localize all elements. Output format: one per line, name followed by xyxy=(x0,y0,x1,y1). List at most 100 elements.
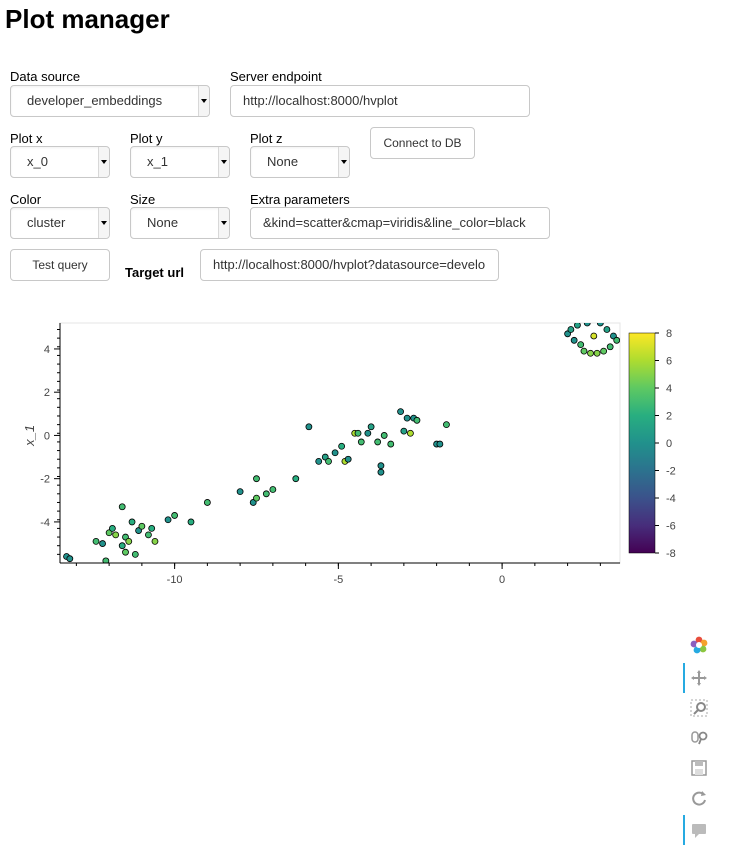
scatter-point[interactable] xyxy=(148,525,156,532)
colorbar-tick-label: 4 xyxy=(666,383,672,395)
scatter-point[interactable] xyxy=(577,341,585,349)
colorbar-tick-label: 8 xyxy=(666,328,672,340)
scatter-point[interactable] xyxy=(403,414,411,422)
reset-icon[interactable] xyxy=(689,788,709,808)
scatter-point[interactable] xyxy=(122,548,129,556)
colorbar-tick-label: -8 xyxy=(666,548,676,560)
scatter-point[interactable] xyxy=(596,320,604,327)
scatter-point[interactable] xyxy=(600,347,608,355)
scatter-point[interactable] xyxy=(613,336,620,344)
scatter-point[interactable] xyxy=(203,499,211,506)
colorbar-tick-label: 0 xyxy=(666,438,672,450)
scatter-point[interactable] xyxy=(587,349,594,357)
scatter-point[interactable] xyxy=(436,440,444,448)
scatter-point[interactable] xyxy=(305,423,313,431)
save-icon[interactable] xyxy=(689,758,709,778)
scatter-point[interactable] xyxy=(92,537,100,545)
plot-x-select[interactable]: x_0 xyxy=(10,146,110,178)
scatter-point[interactable] xyxy=(413,416,421,424)
scatter-point[interactable] xyxy=(236,488,244,496)
scatter-point[interactable] xyxy=(570,336,578,344)
scatter-point[interactable] xyxy=(187,518,195,526)
scatter-point[interactable] xyxy=(374,438,382,446)
scatter-point[interactable] xyxy=(574,322,581,329)
scatter-point[interactable] xyxy=(357,438,365,446)
scatter-point[interactable] xyxy=(583,320,591,327)
scatter-point[interactable] xyxy=(407,429,414,437)
scatter-point[interactable] xyxy=(151,537,159,545)
plot-y-value: x_1 xyxy=(147,154,168,169)
scatter-point[interactable] xyxy=(125,537,133,545)
scatter-point[interactable] xyxy=(171,512,179,519)
scatter-point[interactable] xyxy=(606,343,614,351)
plot-z-select[interactable]: None xyxy=(250,146,350,178)
y-tick-label: 0 xyxy=(44,430,50,442)
pan-active-indicator xyxy=(683,663,685,693)
size-select[interactable]: None xyxy=(130,207,230,239)
scatter-point[interactable] xyxy=(315,457,323,465)
scatter-point[interactable] xyxy=(118,503,126,511)
scatter-point[interactable] xyxy=(253,475,260,483)
scatter-point[interactable] xyxy=(344,455,352,463)
scatter-point[interactable] xyxy=(292,475,300,483)
server-endpoint-label: Server endpoint xyxy=(230,69,322,84)
scatter-point[interactable] xyxy=(269,486,277,493)
scatter-point[interactable] xyxy=(367,423,375,431)
scatter-point[interactable] xyxy=(145,531,152,539)
extra-parameters-input[interactable]: &kind=scatter&cmap=viridis&line_color=bl… xyxy=(250,207,550,239)
extra-parameters-label: Extra parameters xyxy=(250,192,350,207)
scatter-point[interactable] xyxy=(354,429,362,437)
hover-active-indicator xyxy=(683,815,685,845)
scatter-plot-svg[interactable]: -10 -5 0 -4 -2 0 2 4 x_1 8 6 4 2 0 -2 -4 -6 -8 xyxy=(0,315,756,596)
scatter-point[interactable] xyxy=(66,555,74,563)
pan-icon[interactable] xyxy=(689,668,709,688)
scatter-point[interactable] xyxy=(377,468,385,476)
scatter-point[interactable] xyxy=(387,440,395,448)
scatter-point[interactable] xyxy=(108,525,116,532)
server-endpoint-input[interactable]: http://localhost:8000/hvplot xyxy=(230,85,530,117)
scatter-point[interactable] xyxy=(400,427,408,435)
y-tick-label: 4 xyxy=(44,344,50,356)
scatter-point[interactable] xyxy=(593,349,601,357)
plot-x-label: Plot x xyxy=(10,131,43,146)
bokeh-logo-icon[interactable] xyxy=(689,635,709,655)
chevron-down-icon xyxy=(198,86,209,116)
hover-icon[interactable] xyxy=(689,820,709,840)
scatter-plot[interactable]: -10 -5 0 -4 -2 0 2 4 x_1 8 6 4 2 0 -2 -4 -6 -8 xyxy=(0,315,756,845)
plot-frame xyxy=(59,322,621,564)
y-tick-label: 2 xyxy=(44,387,50,399)
box-zoom-icon[interactable] xyxy=(689,698,709,718)
scatter-point[interactable] xyxy=(112,531,120,539)
scatter-point[interactable] xyxy=(118,542,126,550)
scatter-point[interactable] xyxy=(102,557,110,564)
scatter-point[interactable] xyxy=(364,429,372,437)
scatter-point[interactable] xyxy=(380,432,388,439)
target-url-input[interactable]: http://localhost:8000/hvplot?datasource=… xyxy=(200,249,499,281)
plot-y-select[interactable]: x_1 xyxy=(130,146,230,178)
scatter-point[interactable] xyxy=(603,326,611,333)
scatter-point[interactable] xyxy=(397,408,404,416)
scatter-point[interactable] xyxy=(164,516,172,524)
color-select[interactable]: cluster xyxy=(10,207,110,239)
scatter-point[interactable] xyxy=(567,326,575,333)
scatter-point[interactable] xyxy=(131,550,139,558)
scatter-point[interactable] xyxy=(338,442,346,450)
wheel-zoom-icon[interactable] xyxy=(689,728,709,748)
test-query-button[interactable]: Test query xyxy=(10,249,110,281)
scatter-point[interactable] xyxy=(580,347,588,355)
scatter-point[interactable] xyxy=(138,522,146,530)
plot-x-value: x_0 xyxy=(27,154,48,169)
scatter-point[interactable] xyxy=(331,449,339,457)
scatter-point[interactable] xyxy=(128,518,136,526)
scatter-point[interactable] xyxy=(443,421,450,429)
scatter-point[interactable] xyxy=(325,457,332,465)
scatter-point[interactable] xyxy=(99,540,106,547)
connect-to-db-button[interactable]: Connect to DB xyxy=(370,127,475,159)
size-label: Size xyxy=(130,192,156,207)
scatter-point[interactable] xyxy=(377,462,385,470)
scatter-point[interactable] xyxy=(590,332,598,340)
color-value: cluster xyxy=(27,215,66,230)
data-source-select[interactable]: developer_embeddings xyxy=(10,85,210,117)
scatter-point[interactable] xyxy=(262,490,270,498)
scatter-point[interactable] xyxy=(253,494,260,502)
